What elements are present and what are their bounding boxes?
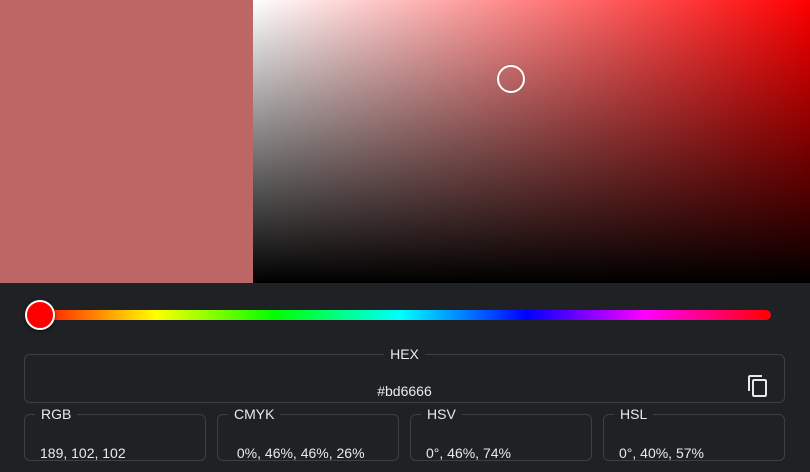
hsl-label: HSL <box>620 406 648 422</box>
hsl-value[interactable]: 0°, 40%, 57% <box>619 445 704 461</box>
hsv-value[interactable]: 0°, 46%, 74% <box>426 445 511 461</box>
cmyk-field: CMYK 0%, 46%, 46%, 26% <box>217 407 399 461</box>
hsv-label: HSV <box>427 406 456 422</box>
saturation-value-handle[interactable] <box>497 65 525 93</box>
copy-icon[interactable] <box>746 374 770 398</box>
hex-label: HEX <box>390 346 419 362</box>
color-preview <box>0 0 253 283</box>
saturation-value-picker[interactable] <box>253 0 810 283</box>
cmyk-value[interactable]: 0%, 46%, 46%, 26% <box>233 445 365 461</box>
cmyk-label: CMYK <box>234 406 275 422</box>
rgb-field: RGB 189, 102, 102 <box>24 407 206 461</box>
controls-panel: HEX #bd6666 RGB 189, 102, 102 CMYK 0%, 4… <box>0 283 810 472</box>
hsv-field: HSV 0°, 46%, 74% <box>410 407 592 461</box>
rgb-value[interactable]: 189, 102, 102 <box>40 445 126 461</box>
value-gradient <box>253 0 810 283</box>
hue-slider[interactable] <box>30 310 771 320</box>
hue-slider-thumb[interactable] <box>25 300 55 330</box>
hsl-field: HSL 0°, 40%, 57% <box>603 407 785 461</box>
rgb-label: RGB <box>41 406 72 422</box>
hex-field: HEX #bd6666 <box>24 347 785 403</box>
hex-value[interactable]: #bd6666 <box>377 383 432 399</box>
